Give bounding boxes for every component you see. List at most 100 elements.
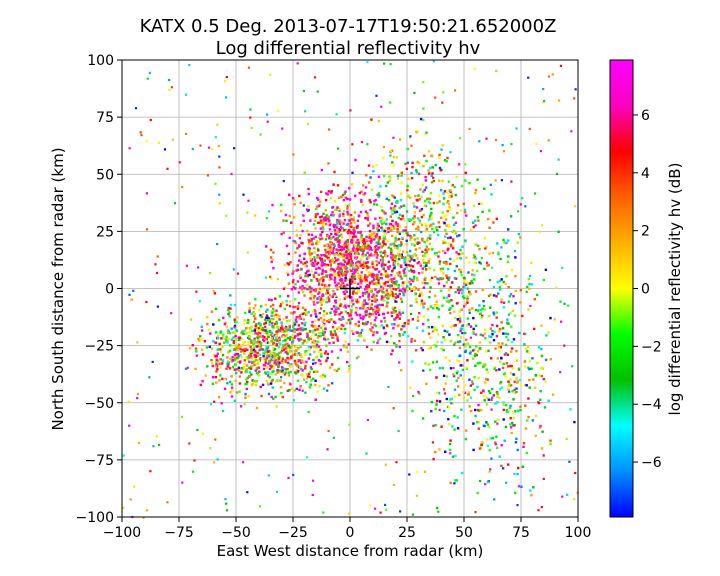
echo-gate xyxy=(234,356,237,359)
echo-gate xyxy=(263,336,266,339)
echo-gate xyxy=(413,287,416,290)
echo-gate xyxy=(487,425,491,429)
echo-gate xyxy=(301,284,304,288)
echo-gate xyxy=(495,217,498,220)
echo-gate xyxy=(421,239,424,242)
echo-gate xyxy=(420,207,424,211)
echo-gate xyxy=(375,309,378,312)
echo-gate xyxy=(251,379,254,382)
echo-gate xyxy=(254,354,258,357)
echo-gate xyxy=(451,425,454,428)
echo-gate xyxy=(524,404,527,407)
echo-gate xyxy=(415,276,419,280)
echo-gate xyxy=(505,275,508,278)
echo-gate xyxy=(447,200,450,203)
echo-gate xyxy=(392,227,396,230)
echo-gate xyxy=(361,294,365,297)
echo-gate xyxy=(375,256,379,259)
echo-gate xyxy=(409,386,412,389)
echo-gate xyxy=(422,213,425,217)
echo-gate xyxy=(341,254,344,258)
echo-gate xyxy=(270,277,273,280)
echo-gate xyxy=(155,271,159,275)
echo-gate xyxy=(547,399,550,402)
echo-gate xyxy=(463,286,466,289)
echo-gate xyxy=(296,280,300,283)
echo-gate xyxy=(262,352,265,355)
echo-gate xyxy=(293,311,296,314)
echo-gate xyxy=(351,299,354,302)
echo-gate xyxy=(528,127,531,130)
echo-gate xyxy=(520,384,523,387)
echo-gate xyxy=(362,263,366,267)
echo-gate xyxy=(233,399,237,402)
echo-gate xyxy=(250,312,253,315)
echo-gate xyxy=(402,293,405,297)
echo-gate xyxy=(272,366,275,370)
echo-gate xyxy=(271,339,275,342)
echo-gate xyxy=(258,329,261,332)
echo-gate xyxy=(456,257,459,260)
echo-gate xyxy=(262,367,266,371)
echo-gate xyxy=(265,245,268,248)
echo-gate xyxy=(426,282,429,285)
echo-gate xyxy=(326,291,330,294)
echo-gate xyxy=(418,172,421,175)
echo-gate xyxy=(282,334,285,337)
echo-gate xyxy=(412,269,416,273)
echo-gate xyxy=(309,353,312,356)
echo-gate xyxy=(460,408,463,411)
echo-gate xyxy=(235,329,238,332)
echo-gate xyxy=(353,280,357,284)
echo-gate xyxy=(311,493,314,497)
echo-gate xyxy=(360,279,363,283)
echo-gate xyxy=(287,344,290,347)
echo-gate xyxy=(322,332,325,336)
echo-gate xyxy=(394,283,398,286)
echo-gate xyxy=(265,349,268,353)
echo-gate xyxy=(380,287,384,291)
echo-gate xyxy=(292,305,295,309)
echo-gate xyxy=(286,328,289,332)
echo-gate xyxy=(371,280,374,283)
echo-gate xyxy=(350,218,353,221)
echo-gate xyxy=(333,208,337,211)
echo-gate xyxy=(386,296,389,300)
echo-gate xyxy=(219,348,222,351)
echo-gate xyxy=(279,386,283,389)
echo-gate xyxy=(519,405,522,408)
echo-gate xyxy=(327,298,331,301)
echo-gate xyxy=(340,278,343,281)
echo-gate xyxy=(292,399,295,402)
echo-gate xyxy=(286,271,289,274)
echo-gate xyxy=(287,476,290,479)
echo-gate xyxy=(416,470,419,473)
echo-gate xyxy=(393,318,396,321)
echo-gate xyxy=(427,260,430,263)
echo-gate xyxy=(431,166,434,169)
echo-gate xyxy=(446,191,449,194)
echo-gate xyxy=(323,331,326,334)
echo-gate xyxy=(456,235,459,238)
echo-gate xyxy=(350,279,354,282)
echo-gate xyxy=(533,327,536,331)
echo-gate xyxy=(237,360,240,364)
echo-gate xyxy=(304,275,307,278)
echo-gate xyxy=(284,371,287,374)
echo-gate xyxy=(455,379,458,382)
echo-gate xyxy=(365,261,368,265)
echo-gate xyxy=(484,483,487,486)
echo-gate xyxy=(490,357,493,360)
echo-gate xyxy=(249,367,253,370)
echo-gate xyxy=(216,123,219,126)
echo-gate xyxy=(246,326,250,330)
echo-gate xyxy=(509,350,513,353)
echo-gate xyxy=(294,251,297,254)
echo-gate xyxy=(407,254,410,257)
echo-gate xyxy=(398,173,402,176)
echo-gate xyxy=(489,293,492,296)
echo-gate xyxy=(270,395,273,399)
echo-gate xyxy=(328,237,331,240)
echo-gate xyxy=(481,441,484,444)
echo-gate xyxy=(340,233,343,236)
